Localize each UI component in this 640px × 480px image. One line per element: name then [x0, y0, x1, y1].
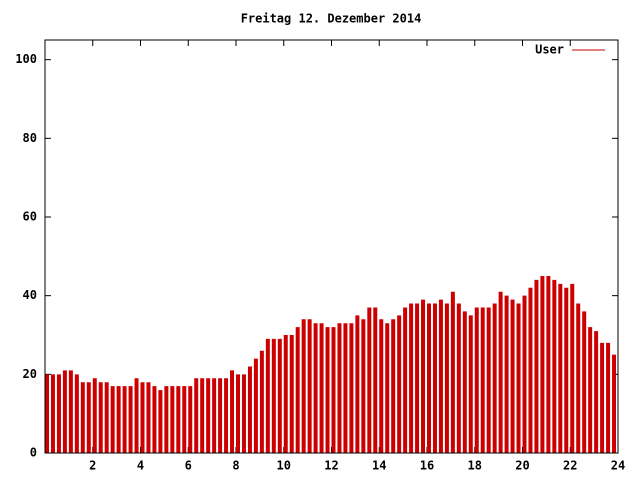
y-tick-label: 80 — [23, 131, 37, 145]
x-tick-label: 20 — [515, 459, 529, 473]
y-tick-label: 0 — [30, 446, 37, 460]
x-tick-label: 12 — [324, 459, 338, 473]
x-tick-label: 14 — [372, 459, 386, 473]
x-tick-label: 24 — [611, 459, 625, 473]
x-tick-label: 8 — [232, 459, 239, 473]
x-tick-label: 6 — [185, 459, 192, 473]
y-tick-label: 20 — [23, 367, 37, 381]
x-tick-label: 16 — [420, 459, 434, 473]
y-tick-label: 60 — [23, 210, 37, 224]
chart-title: Freitag 12. Dezember 2014 — [241, 12, 422, 26]
legend-label: User — [535, 43, 564, 57]
x-tick-label: 22 — [563, 459, 577, 473]
x-tick-label: 18 — [468, 459, 482, 473]
x-tick-label: 10 — [277, 459, 291, 473]
x-tick-label: 4 — [137, 459, 144, 473]
y-tick-label: 40 — [23, 288, 37, 302]
x-tick-label: 2 — [89, 459, 96, 473]
y-tick-label: 100 — [15, 52, 37, 66]
plot-frame — [44, 39, 619, 454]
